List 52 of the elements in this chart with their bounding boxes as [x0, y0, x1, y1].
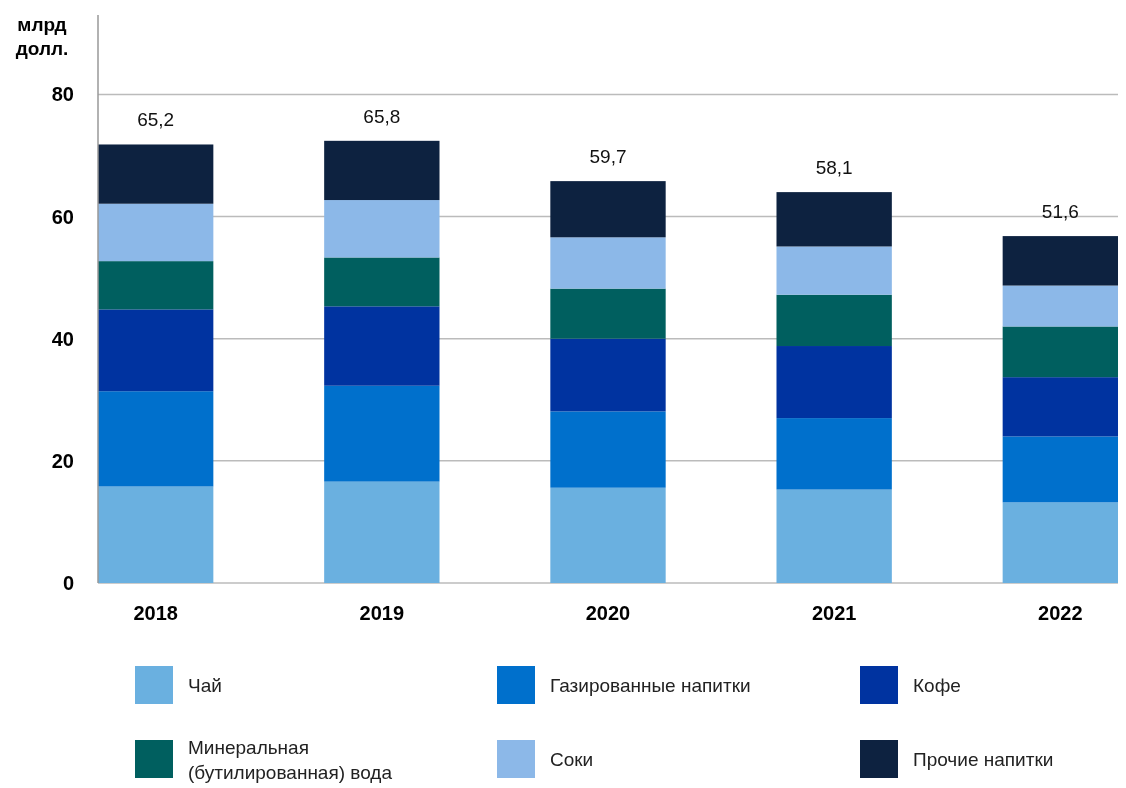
bar [1002, 236, 1118, 286]
bar [98, 261, 214, 310]
legend-label: Прочие напитки [913, 749, 1054, 770]
bar [776, 246, 892, 295]
annotation: 65,8 [363, 105, 401, 127]
bar [550, 487, 666, 583]
y-axis-title: млрд долл. [15, 14, 69, 59]
bar [776, 418, 892, 490]
bar [776, 192, 892, 247]
bar [550, 181, 666, 238]
bar [98, 309, 214, 392]
annotation: 65,2 [137, 109, 175, 131]
annotation: 59,7 [589, 146, 627, 168]
bar [98, 486, 214, 583]
bar [324, 257, 440, 307]
bar [550, 411, 666, 488]
bar [324, 481, 440, 583]
bar [550, 338, 666, 412]
annotation: 58,1 [815, 157, 853, 179]
bar [98, 391, 214, 487]
y-tick-label: 80 [51, 83, 74, 106]
legend-label: Соки [550, 749, 594, 770]
bar [1002, 326, 1118, 378]
y-tick-label: 0 [62, 572, 74, 594]
bar [324, 200, 440, 258]
bar [324, 140, 440, 201]
bar [776, 489, 892, 583]
bar [550, 288, 666, 339]
legend-label: Кофе [913, 675, 961, 696]
x-tick-label: 2021 [811, 602, 857, 624]
legend-label: Газированные напитки [550, 675, 751, 696]
bar [1002, 377, 1118, 437]
annotation: 51,6 [1041, 201, 1079, 223]
bar [550, 237, 666, 289]
bar [324, 385, 440, 482]
legend-label: Чай [188, 675, 222, 696]
x-tick-label: 2018 [133, 602, 178, 624]
y-tick-label: 40 [51, 327, 74, 350]
bar [1002, 436, 1118, 503]
bar [776, 346, 892, 419]
y-tick-label: 20 [51, 449, 74, 472]
legend-label: Минеральная (бутилированная) вода [188, 737, 393, 783]
x-tick-label: 2022 [1038, 602, 1083, 624]
bar [1002, 502, 1118, 583]
bar [98, 203, 214, 262]
x-tick-label: 2019 [359, 602, 405, 624]
bar [1002, 285, 1118, 327]
x-tick-label: 2020 [585, 602, 631, 624]
bar [98, 144, 214, 204]
bar [776, 294, 892, 347]
bar [324, 306, 440, 386]
y-tick-label: 60 [51, 205, 74, 228]
